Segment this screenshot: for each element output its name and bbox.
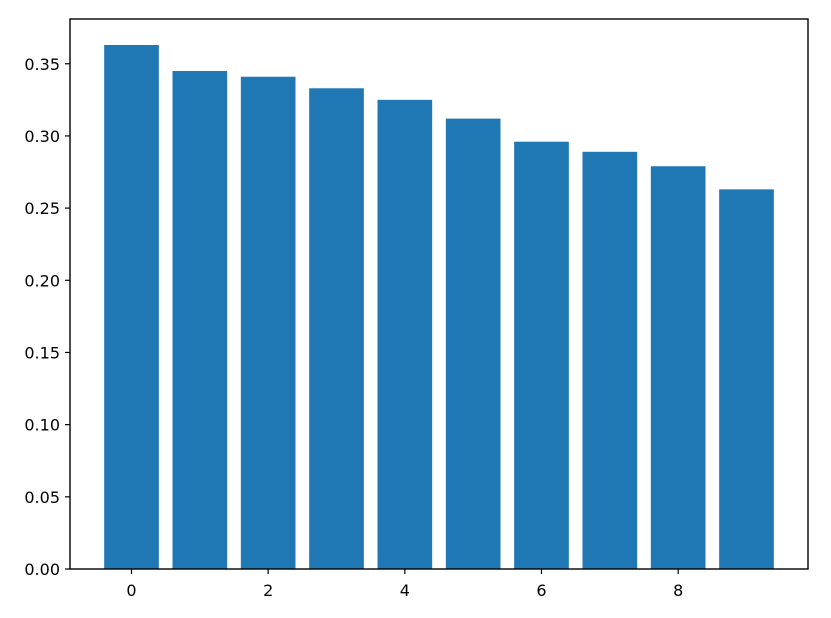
bar-1 bbox=[172, 70, 228, 569]
y-tick-label: 0.30 bbox=[24, 127, 60, 146]
y-axis: 0.00 0.05 0.10 0.15 0.20 0.25 0.30 0.35 bbox=[24, 55, 70, 579]
bar-6 bbox=[514, 141, 569, 569]
bars-layer bbox=[104, 44, 774, 570]
bar-3 bbox=[309, 88, 364, 570]
bar-5 bbox=[445, 118, 501, 570]
y-tick-label: 0.15 bbox=[24, 343, 60, 362]
x-axis: 0 2 4 6 8 bbox=[126, 569, 683, 600]
y-tick-label: 0.20 bbox=[24, 271, 60, 290]
x-tick-label: 2 bbox=[263, 581, 273, 600]
bar-7 bbox=[582, 151, 638, 569]
x-tick-label: 0 bbox=[126, 581, 136, 600]
x-tick-label: 4 bbox=[400, 581, 410, 600]
bar-9 bbox=[719, 189, 774, 570]
bar-2 bbox=[240, 76, 296, 569]
axes-frame bbox=[69, 18, 809, 570]
y-tick-label: 0.05 bbox=[24, 488, 60, 507]
x-tick-label: 6 bbox=[536, 581, 546, 600]
y-tick-label: 0.35 bbox=[24, 55, 60, 74]
x-tick-label: 8 bbox=[673, 581, 683, 600]
y-tick-label: 0.00 bbox=[24, 560, 60, 579]
y-tick-label: 0.10 bbox=[24, 416, 60, 435]
y-tick-label: 0.25 bbox=[24, 199, 60, 218]
bar-4 bbox=[377, 99, 433, 569]
bar-8 bbox=[650, 166, 706, 570]
bar-0 bbox=[104, 44, 159, 569]
